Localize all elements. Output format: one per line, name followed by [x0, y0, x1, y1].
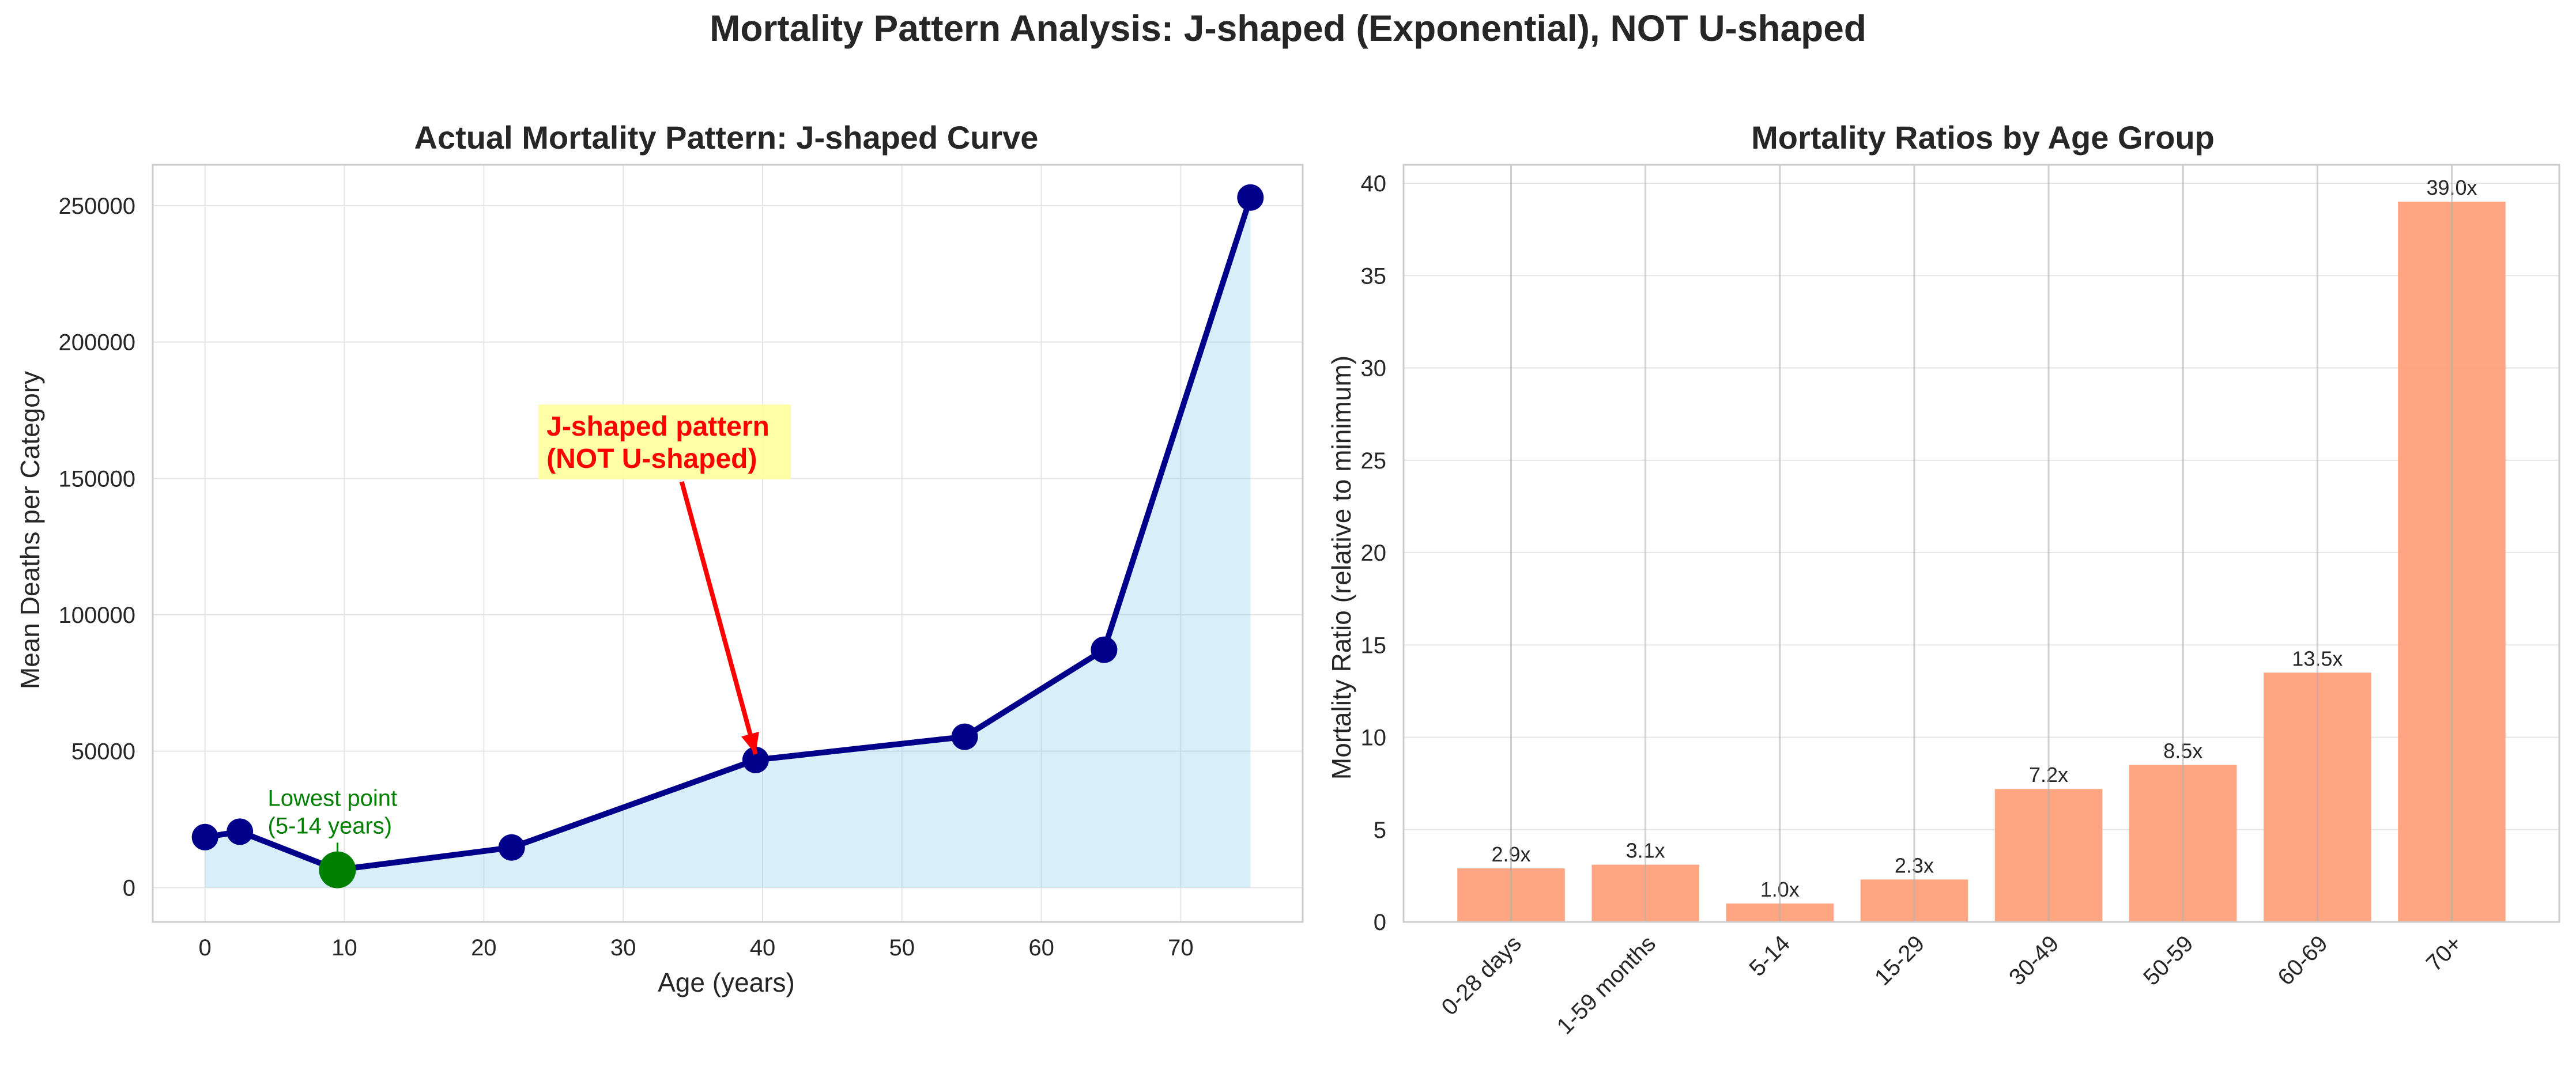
annotation-jshape-line2: (NOT U-shaped) [546, 444, 757, 474]
y-axis-label: Mean Deaths per Category [15, 371, 45, 689]
data-point [1091, 636, 1118, 663]
x-tick-label: 15-29 [1870, 931, 1929, 990]
x-tick-label: 30 [610, 935, 636, 961]
x-tick-label: 70+ [2422, 931, 2467, 976]
plot-area [1404, 165, 2559, 922]
y-axis-label: Mortality Ratio (relative to minimum) [1326, 356, 1356, 780]
y-tick-label: 15 [1361, 633, 1387, 658]
x-tick-label: 60-69 [2273, 931, 2332, 990]
data-point [191, 823, 218, 850]
plot-frame [152, 164, 1304, 923]
x-tick-label: 60 [1028, 935, 1054, 961]
annotation-arrow-shaft [679, 481, 758, 755]
area-fill [205, 197, 1251, 888]
x-tick-label: 50 [889, 935, 915, 961]
y-tick-label: 150000 [59, 466, 135, 492]
data-point [498, 834, 525, 861]
plot-frame [1402, 164, 2560, 923]
y-tick-label: 250000 [59, 194, 135, 219]
x-tick-label: 5-14 [1744, 931, 1795, 981]
x-tick-label: 70 [1168, 935, 1194, 961]
x-tick-label: 1-59 months [1552, 931, 1661, 1039]
y-tick-label: 30 [1361, 356, 1387, 381]
data-point [1237, 184, 1264, 211]
x-tick-label: 30-49 [2004, 931, 2064, 990]
annotation-lowest-line1: Lowest point [268, 785, 398, 811]
minimum-marker [319, 851, 356, 889]
annotation-arrow-head [741, 731, 759, 754]
figure-title: Mortality Pattern Analysis: J-shaped (Ex… [710, 7, 1866, 49]
y-tick-label: 0 [123, 875, 135, 901]
annotation-jshape-line1: J-shaped pattern [546, 411, 770, 442]
x-tick-label: 50-59 [2139, 931, 2198, 990]
y-tick-label: 10 [1361, 725, 1387, 751]
x-tick-label: 0-28 days [1437, 931, 1526, 1020]
y-tick-label: 35 [1361, 263, 1387, 289]
y-tick-label: 5 [1374, 818, 1386, 843]
chart-title: Mortality Ratios by Age Group [1751, 119, 2215, 156]
x-tick-label: 10 [331, 935, 357, 961]
annotation-box [538, 405, 791, 480]
x-axis-label: Age (years) [658, 967, 795, 997]
x-tick-label: 20 [471, 935, 497, 961]
y-tick-label: 100000 [59, 603, 135, 628]
data-point [742, 746, 769, 773]
x-tick-label: 40 [750, 935, 776, 961]
chart-title: Actual Mortality Pattern: J-shaped Curve [414, 119, 1039, 156]
data-point [227, 818, 254, 845]
y-tick-label: 25 [1361, 448, 1387, 474]
x-tick-label: 0 [199, 935, 212, 961]
series-line [204, 196, 1254, 873]
y-tick-label: 40 [1361, 171, 1387, 196]
data-point [951, 723, 978, 750]
y-tick-label: 0 [1374, 910, 1386, 935]
y-tick-label: 200000 [59, 330, 135, 356]
y-tick-label: 50000 [71, 739, 135, 765]
y-tick-label: 20 [1361, 540, 1387, 566]
annotation-lowest-line2: (5-14 years) [268, 813, 393, 838]
